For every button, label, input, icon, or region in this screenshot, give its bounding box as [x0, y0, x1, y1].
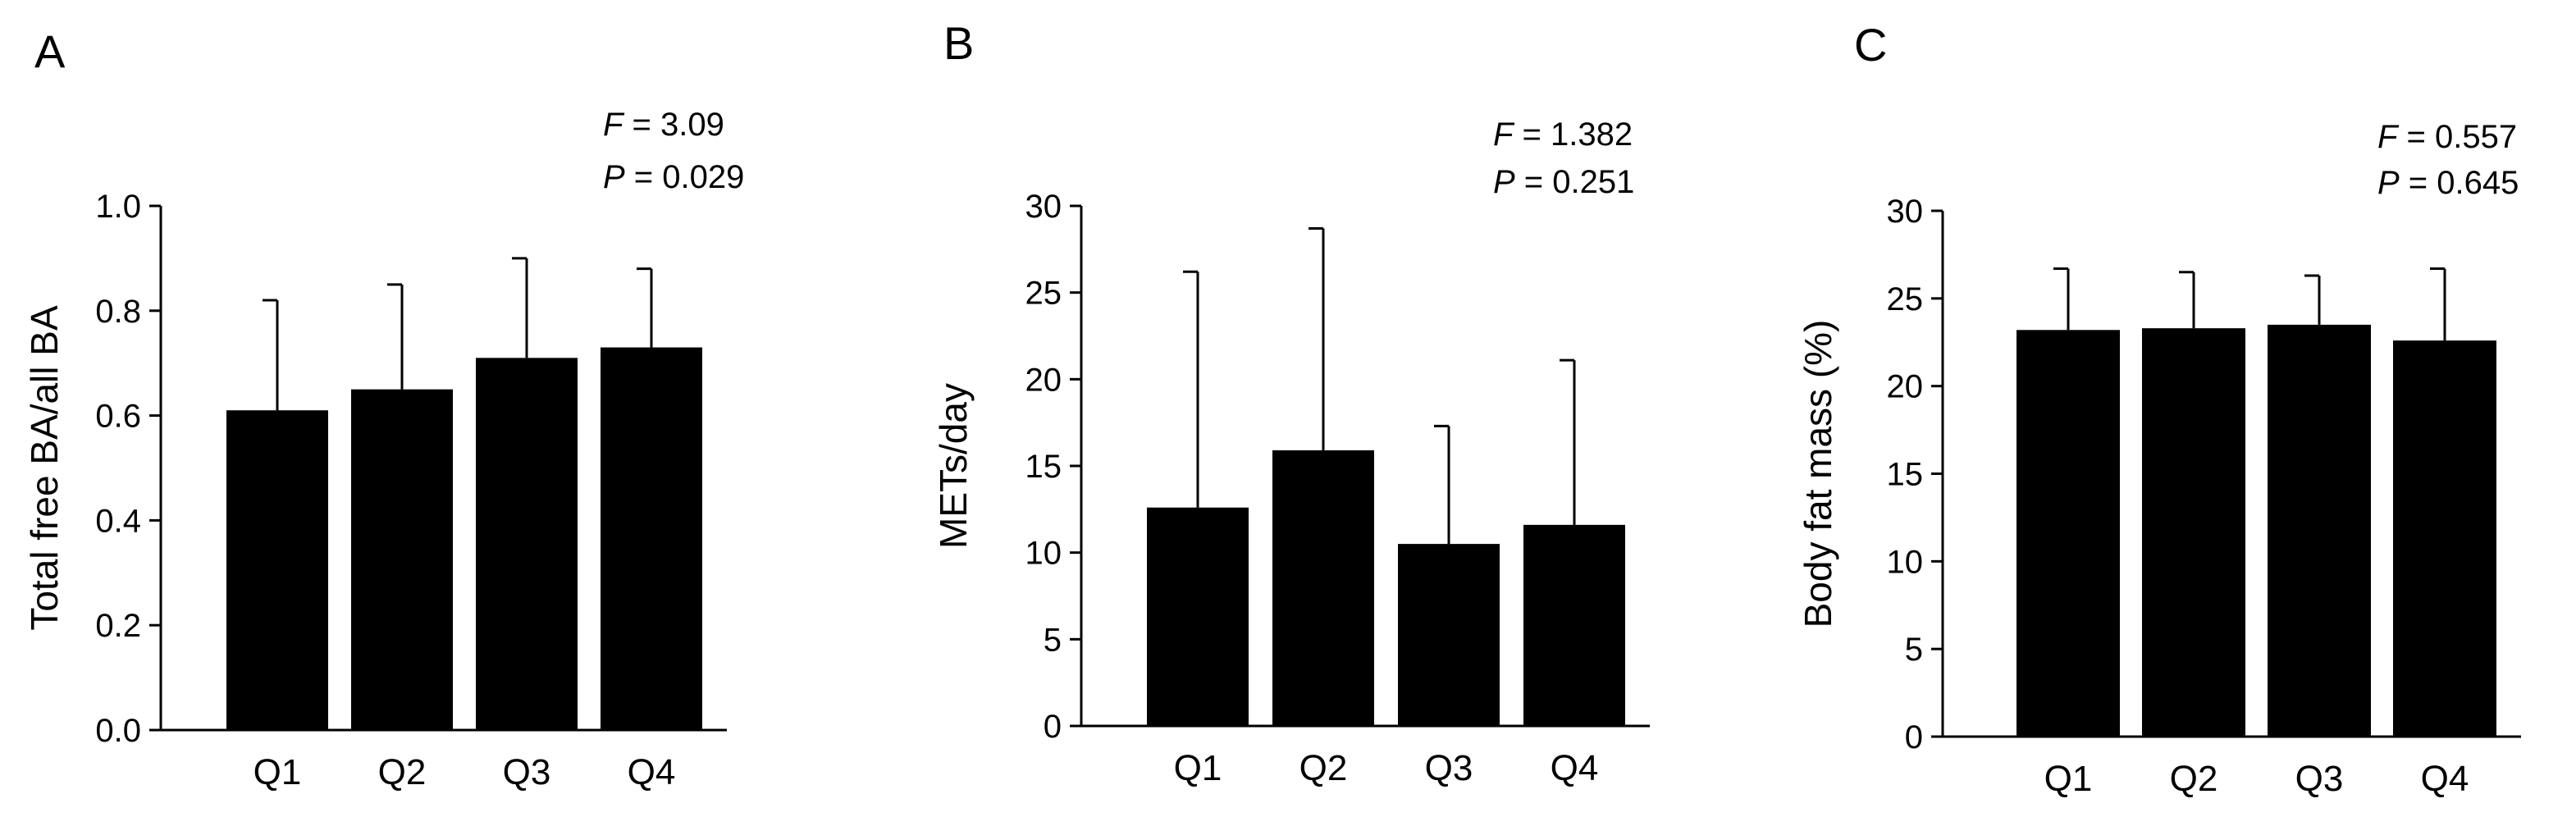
- y-tick-label: 0: [1044, 709, 1062, 745]
- y-axis-title: METs/day: [932, 383, 975, 549]
- bar-q2: [351, 389, 453, 730]
- bar-q4: [1523, 524, 1625, 726]
- y-tick-label: 1.0: [95, 189, 141, 225]
- y-axis-title: Total free BA/all BA: [23, 305, 66, 631]
- p-value: = 0.029: [625, 159, 745, 195]
- x-tick-label: Q4: [2421, 759, 2469, 799]
- panel-b: B METs/day 0 5 10 15 20 25 30 Q1 Q2 Q3 Q4 F = 1.382 P …: [932, 17, 1650, 788]
- x-tick-label: Q1: [1174, 748, 1222, 788]
- p-letter: P: [2377, 165, 2400, 201]
- bar-q2: [1272, 450, 1374, 726]
- f-statistic: F = 3.09: [603, 107, 724, 143]
- y-tick-label: 25: [1025, 276, 1062, 312]
- p-letter: P: [1493, 164, 1515, 200]
- y-tick-label: 0.0: [95, 713, 141, 749]
- x-tick-label: Q4: [628, 752, 676, 792]
- bar-q4: [2393, 340, 2496, 737]
- x-tick-label: Q2: [2170, 759, 2218, 799]
- y-tick-label: 10: [1025, 536, 1062, 572]
- y-tick-label: 5: [1905, 632, 1923, 668]
- bar-q1: [226, 410, 328, 730]
- bar-q2: [2142, 328, 2245, 737]
- y-tick-label: 5: [1044, 622, 1062, 658]
- y-tick-label: 20: [1887, 369, 1924, 405]
- p-value: = 0.645: [2400, 165, 2519, 201]
- x-tick-label: Q1: [253, 752, 302, 792]
- x-tick-label: Q4: [1551, 748, 1599, 788]
- y-tick-label: 0.6: [95, 399, 141, 435]
- panel-a: A Total free BA/all BA 0.0 0.2 0.4 0.6 0.8 1.0 Q…: [23, 25, 744, 792]
- y-tick-label: 10: [1887, 544, 1924, 580]
- bar-q1: [2016, 330, 2120, 737]
- bar-q4: [601, 347, 702, 730]
- f-value: = 1.382: [1513, 116, 1633, 153]
- y-tick-label: 30: [1025, 189, 1062, 225]
- p-letter: P: [603, 159, 625, 195]
- x-tick-label: Q1: [2044, 759, 2093, 799]
- panel-c: C Body fat mass (%) 0 5 10 15 20 25 30 Q1 Q2 Q3 Q4 F …: [1797, 19, 2521, 799]
- y-tick-label: 0: [1905, 719, 1923, 755]
- y-tick-label: 0.8: [95, 294, 141, 330]
- y-tick-label: 20: [1025, 362, 1062, 398]
- f-value: = 3.09: [623, 107, 724, 143]
- y-tick-label: 0.2: [95, 608, 141, 644]
- p-value-statistic: P = 0.029: [603, 159, 744, 195]
- bar-q3: [476, 358, 578, 730]
- x-tick-label: Q3: [1425, 748, 1473, 788]
- x-tick-label: Q3: [2295, 759, 2344, 799]
- f-letter: F: [603, 107, 625, 143]
- y-tick-label: 15: [1025, 449, 1062, 485]
- bar-q1: [1147, 507, 1249, 726]
- f-statistic: F = 1.382: [1493, 116, 1633, 153]
- f-letter: F: [2377, 119, 2400, 155]
- p-value-statistic: P = 0.251: [1493, 164, 1634, 200]
- y-tick-label: 30: [1887, 194, 1924, 230]
- x-tick-label: Q2: [1299, 748, 1348, 788]
- x-tick-label: Q3: [503, 752, 551, 792]
- panel-letter: C: [1854, 19, 1887, 71]
- f-statistic: F = 0.557: [2377, 119, 2517, 155]
- p-value-statistic: P = 0.645: [2377, 165, 2519, 201]
- y-axis-title: Body fat mass (%): [1797, 320, 1839, 628]
- f-letter: F: [1493, 116, 1515, 153]
- x-tick-label: Q2: [378, 752, 427, 792]
- y-tick-label: 25: [1887, 281, 1924, 317]
- f-value: = 0.557: [2397, 119, 2517, 155]
- p-value: = 0.251: [1515, 164, 1635, 200]
- panel-letter: B: [943, 17, 974, 69]
- y-tick-label: 0.4: [95, 503, 141, 539]
- y-tick-label: 15: [1887, 457, 1924, 493]
- panel-letter: A: [34, 25, 66, 77]
- bar-q3: [2268, 324, 2371, 737]
- bar-q3: [1398, 544, 1500, 726]
